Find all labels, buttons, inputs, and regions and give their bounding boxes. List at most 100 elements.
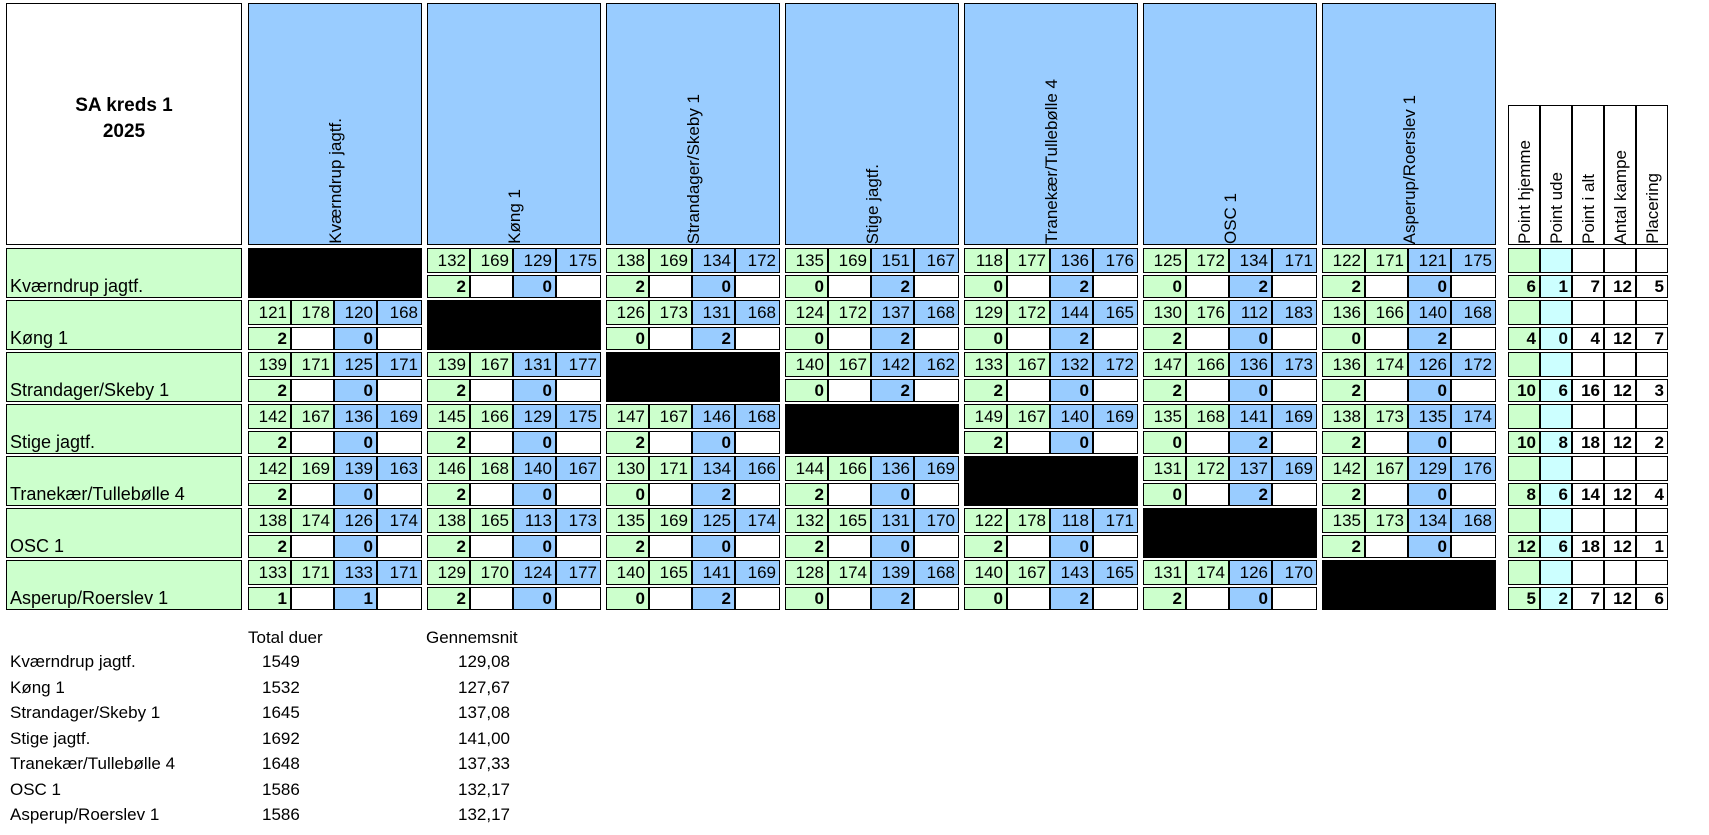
home-points-cell: 0 bbox=[785, 275, 828, 298]
score-cell: 130 bbox=[1143, 300, 1186, 325]
away-points-cell: 0 bbox=[692, 275, 735, 298]
away-points-cell: 0 bbox=[871, 535, 914, 558]
totals-total-value: 1549 bbox=[262, 652, 300, 671]
home-points-cell: 2 bbox=[1322, 431, 1365, 454]
score-cell: 113 bbox=[513, 508, 556, 533]
score-cell: 125 bbox=[334, 352, 377, 377]
score-cell: 171 bbox=[649, 456, 692, 481]
summary-spacer-cell bbox=[1636, 404, 1668, 429]
score-cell: 140 bbox=[513, 456, 556, 481]
summary-value-cell: 18 bbox=[1572, 535, 1604, 558]
column-header-label: Stige jagtf. bbox=[862, 163, 882, 244]
score-cell: 170 bbox=[1272, 560, 1317, 585]
summary-spacer-cell bbox=[1636, 352, 1668, 377]
score-cell: 131 bbox=[1143, 560, 1186, 585]
score-cell: 168 bbox=[377, 300, 422, 325]
score-cell: 151 bbox=[871, 248, 914, 273]
row-header-label: Køng 1 bbox=[10, 328, 69, 348]
home-points-cell: 0 bbox=[964, 275, 1007, 298]
empty-cell bbox=[1007, 327, 1050, 350]
score-cell: 130 bbox=[606, 456, 649, 481]
summary-spacer-cell bbox=[1572, 404, 1604, 429]
summary-value-cell: 12 bbox=[1604, 275, 1636, 298]
summary-value-cell: 6 bbox=[1540, 483, 1572, 506]
score-cell: 166 bbox=[735, 456, 780, 481]
away-points-cell: 2 bbox=[1229, 431, 1272, 454]
score-cell: 133 bbox=[334, 560, 377, 585]
empty-cell bbox=[1451, 379, 1496, 402]
empty-cell bbox=[1186, 431, 1229, 454]
home-points-cell: 0 bbox=[606, 483, 649, 506]
empty-cell bbox=[649, 587, 692, 610]
totals-average-value: 141,00 bbox=[458, 728, 510, 748]
away-points-cell: 0 bbox=[513, 431, 556, 454]
score-cell: 118 bbox=[964, 248, 1007, 273]
score-cell: 136 bbox=[871, 456, 914, 481]
score-cell: 132 bbox=[1050, 352, 1093, 377]
column-header-label: Asperup/Roerslev 1 bbox=[1399, 94, 1419, 244]
summary-value-cell: 6 bbox=[1540, 379, 1572, 402]
score-cell: 165 bbox=[828, 508, 871, 533]
empty-cell bbox=[556, 431, 601, 454]
totals-average-value: 132,17 bbox=[458, 805, 510, 824]
score-cell: 137 bbox=[871, 300, 914, 325]
score-cell: 147 bbox=[1143, 352, 1186, 377]
away-points-cell: 2 bbox=[1229, 483, 1272, 506]
home-points-cell: 2 bbox=[427, 587, 470, 610]
column-header-team: OSC 1 bbox=[1143, 3, 1317, 245]
away-points-cell: 0 bbox=[1229, 327, 1272, 350]
summary-spacer-cell bbox=[1508, 352, 1540, 377]
empty-cell bbox=[649, 275, 692, 298]
score-cell: 139 bbox=[871, 560, 914, 585]
home-points-cell: 2 bbox=[1143, 379, 1186, 402]
score-cell: 140 bbox=[1050, 404, 1093, 429]
empty-cell bbox=[1365, 327, 1408, 350]
empty-cell bbox=[377, 483, 422, 506]
summary-header: Placering bbox=[1636, 105, 1668, 245]
score-cell: 131 bbox=[871, 508, 914, 533]
score-cell: 136 bbox=[1229, 352, 1272, 377]
empty-cell bbox=[1186, 483, 1229, 506]
summary-spacer-cell bbox=[1636, 560, 1668, 585]
score-cell: 142 bbox=[1322, 456, 1365, 481]
empty-cell bbox=[1093, 431, 1138, 454]
column-header-label: OSC 1 bbox=[1220, 192, 1240, 244]
score-cell: 166 bbox=[1186, 352, 1229, 377]
summary-value-cell: 8 bbox=[1540, 431, 1572, 454]
away-points-cell: 0 bbox=[1050, 535, 1093, 558]
empty-cell bbox=[291, 535, 334, 558]
score-cell: 175 bbox=[1451, 248, 1496, 273]
away-points-cell: 0 bbox=[513, 275, 556, 298]
empty-cell bbox=[914, 379, 959, 402]
score-cell: 126 bbox=[1408, 352, 1451, 377]
empty-cell bbox=[470, 483, 513, 506]
empty-cell bbox=[1272, 379, 1317, 402]
score-cell: 170 bbox=[914, 508, 959, 533]
away-points-cell: 2 bbox=[1050, 587, 1093, 610]
column-header-label: Tranekær/Tullebølle 4 bbox=[1041, 78, 1061, 244]
empty-cell bbox=[1451, 327, 1496, 350]
empty-cell bbox=[914, 535, 959, 558]
score-cell: 137 bbox=[1229, 456, 1272, 481]
home-points-cell: 0 bbox=[1143, 483, 1186, 506]
empty-cell bbox=[828, 587, 871, 610]
score-cell: 143 bbox=[1050, 560, 1093, 585]
score-cell: 142 bbox=[871, 352, 914, 377]
score-cell: 142 bbox=[248, 404, 291, 429]
summary-header: Point ude bbox=[1540, 105, 1572, 245]
totals-total-value: 1586 bbox=[262, 805, 300, 824]
score-cell: 174 bbox=[291, 508, 334, 533]
empty-cell bbox=[1272, 327, 1317, 350]
score-cell: 175 bbox=[556, 248, 601, 273]
summary-value-cell: 7 bbox=[1572, 275, 1604, 298]
empty-cell bbox=[1451, 431, 1496, 454]
empty-cell bbox=[1186, 327, 1229, 350]
summary-value-cell: 2 bbox=[1636, 431, 1668, 454]
away-points-cell: 2 bbox=[692, 587, 735, 610]
score-cell: 169 bbox=[1272, 456, 1317, 481]
empty-cell bbox=[1272, 275, 1317, 298]
summary-spacer-cell bbox=[1636, 248, 1668, 273]
score-cell: 129 bbox=[513, 404, 556, 429]
summary-spacer-cell bbox=[1604, 456, 1636, 481]
home-points-cell: 2 bbox=[606, 275, 649, 298]
